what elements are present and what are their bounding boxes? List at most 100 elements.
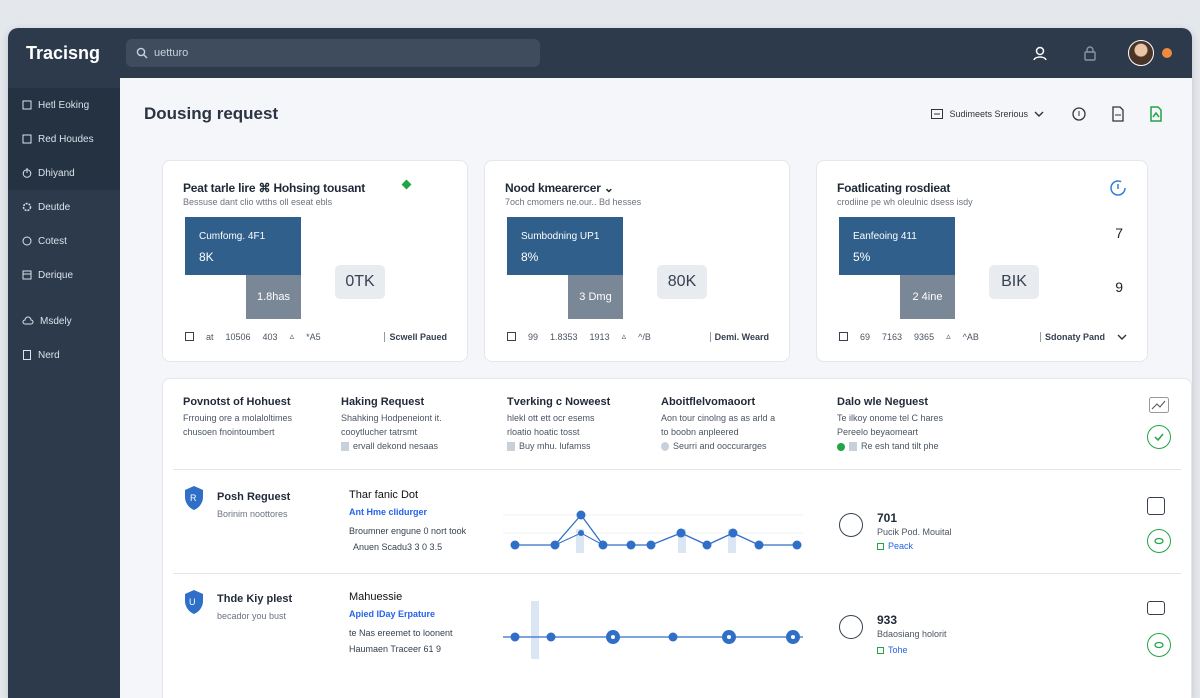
metric-secondary: 1.8has xyxy=(246,275,301,319)
row-menu-icon[interactable] xyxy=(1147,497,1165,515)
sparkline-chart xyxy=(503,601,803,659)
foot-value: 99 xyxy=(528,331,539,342)
sidebar-item-label: Hetl Eoking xyxy=(38,99,90,111)
column-line: Te ilkoy onome tel C hares xyxy=(837,413,944,423)
card-title: Peat tarle lire ⌘ Hohsing tousant xyxy=(183,181,366,195)
search-value: uetturo xyxy=(154,47,189,59)
user-icon xyxy=(839,513,863,537)
chevron-down-icon[interactable] xyxy=(1117,334,1127,340)
sidebar-item-red-houdes[interactable]: Red Houdes xyxy=(8,122,120,156)
column-title: Haking Request xyxy=(341,396,425,408)
row-count: 701 xyxy=(877,511,898,525)
row-count: 933 xyxy=(877,613,898,627)
chip-icon xyxy=(507,442,515,452)
user-switch-icon[interactable] xyxy=(1028,41,1052,65)
row-count-label: Bdaosiang holorit xyxy=(877,629,947,639)
row-detail: te Nas ereemet to loonent xyxy=(349,628,453,638)
document-icon[interactable] xyxy=(1112,106,1124,122)
refresh-icon[interactable] xyxy=(1109,179,1127,197)
list-icon xyxy=(22,100,32,110)
view-icon[interactable] xyxy=(1147,529,1171,553)
metric-block: Eanfeoing 411 5% xyxy=(839,217,955,275)
column-extra: Re esh tand tilt phe xyxy=(861,441,939,451)
notification-dot xyxy=(1162,48,1172,58)
row-link[interactable]: Ant Hme clidurger xyxy=(349,507,428,517)
view-icon[interactable] xyxy=(1147,633,1171,657)
checkbox-icon[interactable] xyxy=(839,332,848,341)
sidebar-item-msdely[interactable]: Msdely xyxy=(8,304,120,338)
tag-icon xyxy=(877,543,884,551)
sidebar-item-deutde[interactable]: Deutde xyxy=(8,190,120,224)
sort-icon xyxy=(931,109,944,119)
card-subtitle: 7och cmomers ne.our.. Bd hesses xyxy=(505,197,642,207)
card-action[interactable]: Scwell Paued xyxy=(384,331,447,342)
status-dot-icon xyxy=(401,179,412,190)
chevron-down-icon xyxy=(1034,111,1044,117)
status-tag[interactable]: Tohe xyxy=(877,645,908,655)
row-menu-icon[interactable] xyxy=(1147,601,1165,615)
status-tag[interactable]: Peack xyxy=(877,541,913,551)
power-icon xyxy=(22,168,32,178)
confirm-icon[interactable] xyxy=(1147,425,1171,449)
svg-text:U: U xyxy=(189,597,196,607)
row-link[interactable]: Apied IDay Erpature xyxy=(349,609,436,619)
metric-label: Eanfeoing 411 xyxy=(853,231,917,242)
divider xyxy=(173,573,1181,574)
foot-value: 10506 xyxy=(225,331,251,342)
foot-value: 1913 xyxy=(589,331,610,342)
metric-label: Sumbodning UP1 xyxy=(521,231,600,242)
side-count: 9 xyxy=(1115,279,1123,295)
info-icon[interactable] xyxy=(1072,107,1086,121)
sidebar-item-dhiyand[interactable]: Dhiyand xyxy=(8,156,120,190)
sidebar-item-hetl-eoking[interactable]: Hetl Eoking xyxy=(8,88,120,122)
column-line: Shahking Hodpeneiont it. xyxy=(341,413,442,423)
metric-pill: 80K xyxy=(657,265,707,299)
chip-icon xyxy=(849,442,857,452)
sort-dropdown[interactable]: Sudimeets Srerious xyxy=(931,109,1044,119)
upload-icon[interactable] xyxy=(1150,106,1162,122)
sidebar: Hetl Eoking Red Houdes Dhiyand Deutde Co… xyxy=(8,78,120,698)
column-title: Aboitflelvomaoort xyxy=(661,396,756,408)
card-action[interactable]: Sdonaty Pand xyxy=(1039,331,1105,342)
shield-icon: U xyxy=(185,590,203,614)
lock-icon[interactable] xyxy=(1078,41,1102,65)
summary-card[interactable]: Nood kmearercer ⌄ 7och cmomers ne.our.. … xyxy=(484,160,790,362)
row-heading: Thar fanic Dot xyxy=(349,489,419,501)
card-subtitle: Bessuse dant clio wtths oll eseat ebls xyxy=(183,197,333,207)
column-title: Povnotst of Hohuest xyxy=(183,396,291,408)
card-action[interactable]: Demi. Weard xyxy=(709,331,769,342)
foot-value: ^/B xyxy=(638,331,651,342)
column-title: Dalo wle Neguest xyxy=(837,396,929,408)
chip-icon xyxy=(341,442,349,452)
cloud-icon xyxy=(22,316,34,325)
sidebar-item-label: Cotest xyxy=(38,235,67,247)
sidebar-item-nerd[interactable]: Nerd xyxy=(8,338,120,372)
metric-value: 8K xyxy=(199,250,214,264)
column-line: chusoen fnointoumbert xyxy=(183,427,275,437)
column-extra: Seurri and ooccurarges xyxy=(673,441,767,451)
sparkline-chart xyxy=(503,510,803,553)
sidebar-item-cotest[interactable]: Cotest xyxy=(8,224,120,258)
status-tag-label: Peack xyxy=(888,541,914,551)
sort-label: Sudimeets Srerious xyxy=(949,109,1028,119)
page-title: Dousing request xyxy=(144,104,279,123)
sidebar-item-derique[interactable]: Derique xyxy=(8,258,120,292)
tag-icon xyxy=(877,647,884,655)
app-window: Tracisng uetturo Hetl Eoking Red Houdes … xyxy=(8,28,1192,698)
summary-card[interactable]: Peat tarle lire ⌘ Hohsing tousant Bessus… xyxy=(162,160,468,362)
column-line: to boobn anpleered xyxy=(661,427,739,437)
checkbox-icon[interactable] xyxy=(507,332,516,341)
column-line: Aon tour cinolng as as arld a xyxy=(661,413,776,423)
gear-icon xyxy=(22,202,32,212)
summary-card[interactable]: Foatlicating rosdieat crodiine pe wh ole… xyxy=(816,160,1148,362)
foot-value: ^AB xyxy=(962,331,979,342)
warning-icon: ▵ xyxy=(946,331,951,341)
status-tag-label: Tohe xyxy=(888,645,908,655)
search-icon xyxy=(136,47,148,59)
checkbox-icon[interactable] xyxy=(185,332,194,341)
foot-value: *A5 xyxy=(306,331,321,342)
trend-icon[interactable] xyxy=(1149,397,1169,413)
chip-icon xyxy=(661,442,669,452)
avatar[interactable] xyxy=(1128,40,1154,66)
search-input[interactable]: uetturo xyxy=(126,39,540,67)
